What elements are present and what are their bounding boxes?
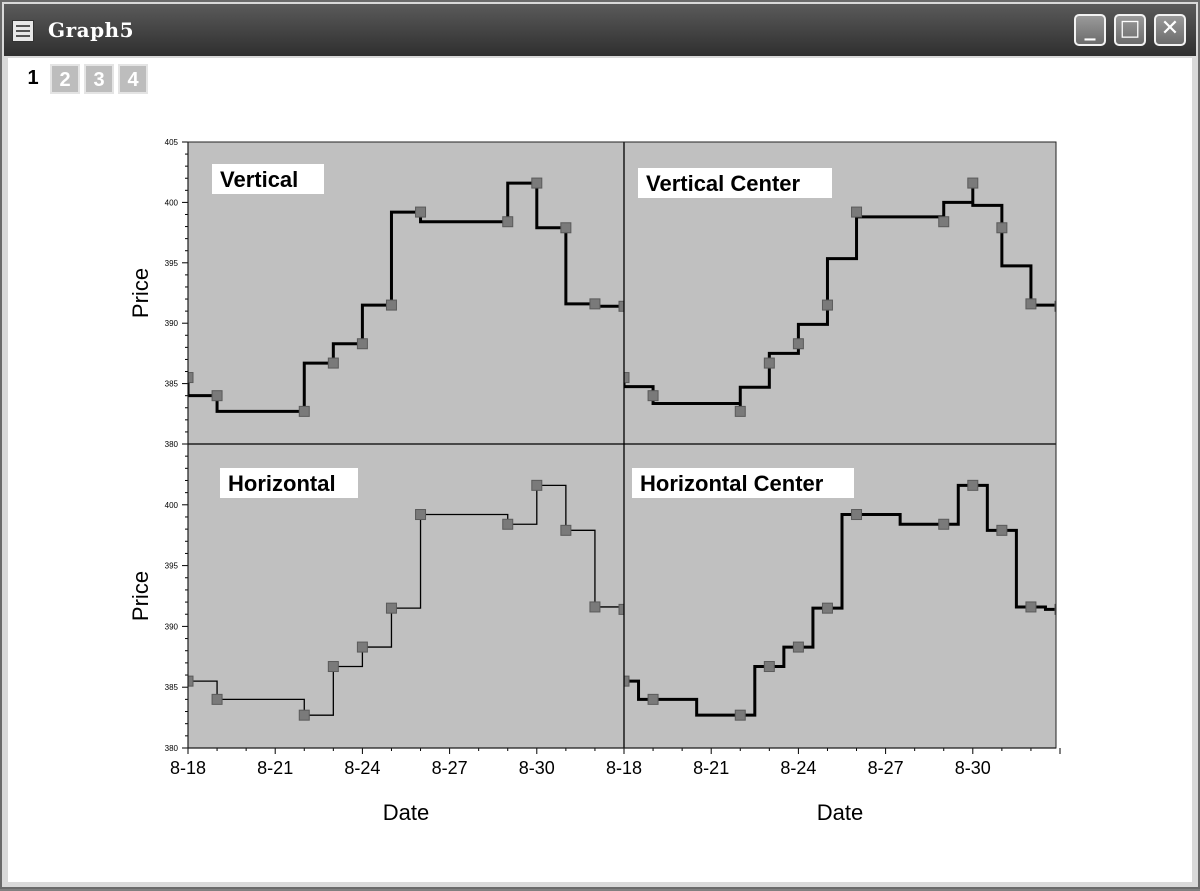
data-point-3-7 xyxy=(415,509,427,521)
data-point-1-1 xyxy=(188,372,194,384)
panel-2: Vertical Center xyxy=(624,168,1056,417)
x-tick-label-4-8-27: 8-27 xyxy=(868,758,904,778)
data-point-4-3 xyxy=(734,709,746,721)
title-bar[interactable]: Graph5 _ □ ✕ xyxy=(4,4,1196,56)
data-point-4-8 xyxy=(938,518,950,530)
panel-title-box-4 xyxy=(632,468,854,498)
data-point-3-12 xyxy=(618,603,624,615)
data-point-1-5 xyxy=(356,338,368,350)
data-point-4-5 xyxy=(792,641,804,653)
layer-tab-1[interactable]: 1 xyxy=(18,64,48,94)
window-title: Graph5 xyxy=(48,18,135,42)
data-point-2-3 xyxy=(734,405,746,417)
data-point-1-6 xyxy=(385,299,397,311)
y-tick-label-3-390: 390 xyxy=(165,622,179,631)
data-point-4-6 xyxy=(821,602,833,614)
y-tick-label-1-390: 390 xyxy=(165,319,179,328)
data-point-3-9 xyxy=(531,479,543,491)
x-tick-label-3-8-18: 8-18 xyxy=(170,758,206,778)
data-point-3-3 xyxy=(298,709,310,721)
data-point-3-5 xyxy=(356,641,368,653)
y-tick-label-1-405: 405 xyxy=(165,138,179,147)
step-line-4 xyxy=(624,483,1056,717)
panel-title-4: Horizontal Center xyxy=(640,471,824,496)
data-point-3-4 xyxy=(327,661,339,673)
data-point-3-1 xyxy=(188,675,194,687)
panel-3: Horizontal 380 385 390 395 400 Price 8-18 8-21 8-… xyxy=(128,443,625,825)
plot-frame xyxy=(187,141,1057,749)
graph-window-icon xyxy=(12,20,34,42)
close-button[interactable]: ✕ xyxy=(1154,14,1186,46)
data-point-2-4 xyxy=(763,357,775,369)
y-axis-title-3: Price xyxy=(128,571,153,621)
panel-title-box-2 xyxy=(638,168,832,198)
data-point-1-8 xyxy=(502,216,514,228)
panel-title-2: Vertical Center xyxy=(646,171,801,196)
panel-title-1: Vertical xyxy=(220,167,298,192)
data-point-4-7 xyxy=(851,509,863,521)
data-point-2-8 xyxy=(938,216,950,228)
x-tick-label-3-8-30: 8-30 xyxy=(519,758,555,778)
x-tick-label-4-8-24: 8-24 xyxy=(780,758,816,778)
data-point-3-8 xyxy=(502,518,514,530)
x-axis-title-3: Date xyxy=(383,800,429,825)
x-tick-label-3-8-27: 8-27 xyxy=(432,758,468,778)
layer-tab-3[interactable]: 3 xyxy=(84,64,114,94)
panel-title-box-1 xyxy=(212,164,324,194)
y-tick-label-3-380: 380 xyxy=(165,744,179,753)
y-axis-title-1: Price xyxy=(128,268,153,318)
data-point-4-10 xyxy=(996,524,1008,536)
data-point-2-5 xyxy=(792,338,804,350)
data-point-1-10 xyxy=(560,222,572,234)
y-tick-label-1-380: 380 xyxy=(165,440,179,449)
data-point-1-11 xyxy=(589,298,601,310)
panel-title-box-3 xyxy=(220,468,358,498)
data-point-1-4 xyxy=(327,357,339,369)
x-tick-label-3-8-21: 8-21 xyxy=(257,758,293,778)
y-tick-label-1-385: 385 xyxy=(165,380,179,389)
data-point-1-2 xyxy=(211,390,223,402)
data-point-1-12 xyxy=(618,300,624,312)
data-point-4-11 xyxy=(1025,601,1037,613)
layer-tab-4[interactable]: 4 xyxy=(118,64,148,94)
data-point-2-7 xyxy=(851,206,863,218)
data-point-2-9 xyxy=(967,177,979,189)
x-tick-label-4-8-21: 8-21 xyxy=(693,758,729,778)
y-tick-label-3-400: 400 xyxy=(165,501,179,510)
y-tick-label-1-400: 400 xyxy=(165,198,179,207)
data-point-2-10 xyxy=(996,222,1008,234)
layer-tab-2[interactable]: 2 xyxy=(50,64,80,94)
panel-title-3: Horizontal xyxy=(228,471,336,496)
data-point-1-3 xyxy=(298,405,310,417)
data-point-4-4 xyxy=(763,661,775,673)
y-tick-label-3-395: 395 xyxy=(165,562,179,571)
x-tick-label-4-8-30: 8-30 xyxy=(955,758,991,778)
y-tick-label-3-385: 385 xyxy=(165,683,179,692)
y-tick-label-1-395: 395 xyxy=(165,259,179,268)
data-point-4-1 xyxy=(624,675,630,687)
x-axis-title-4: Date xyxy=(817,800,863,825)
data-point-2-2 xyxy=(647,390,659,402)
data-point-3-2 xyxy=(211,693,223,705)
step-line-1 xyxy=(188,181,624,413)
maximize-button[interactable]: □ xyxy=(1114,14,1146,46)
data-point-4-2 xyxy=(647,693,659,705)
minimize-button[interactable]: _ xyxy=(1074,14,1106,46)
data-point-3-6 xyxy=(385,602,397,614)
data-point-3-10 xyxy=(560,524,572,536)
x-tick-label-4-8-18: 8-18 xyxy=(606,758,642,778)
x-tick-label-3-8-24: 8-24 xyxy=(344,758,380,778)
data-point-1-7 xyxy=(415,206,427,218)
data-point-2-1 xyxy=(624,372,630,384)
data-point-2-11 xyxy=(1025,298,1037,310)
data-point-4-9 xyxy=(967,479,979,491)
data-point-1-9 xyxy=(531,177,543,189)
data-point-2-6 xyxy=(821,299,833,311)
data-point-3-11 xyxy=(589,601,601,613)
